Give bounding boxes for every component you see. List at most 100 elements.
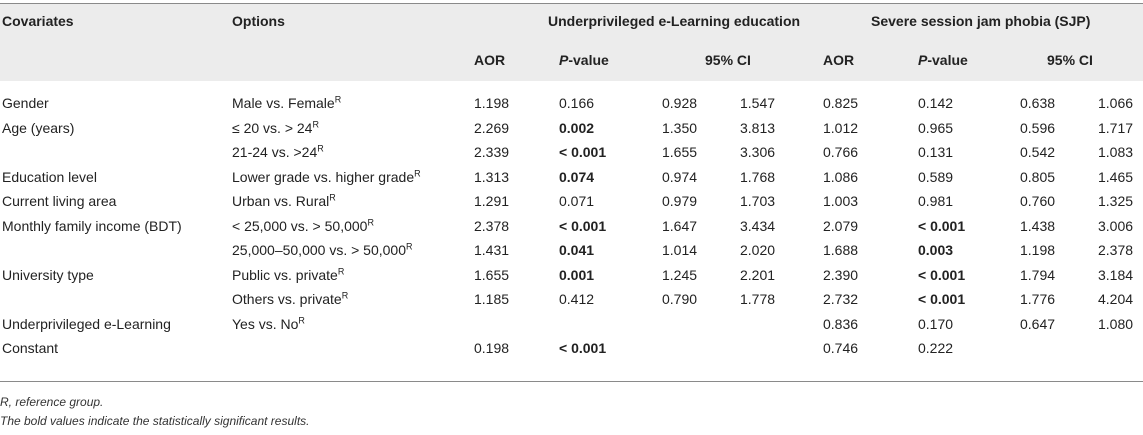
cell-covariate: University type [2, 266, 94, 283]
cell-g1-ci-lower: 1.014 [662, 242, 698, 258]
table-row: Monthly family income (BDT) < 25,000 vs. … [0, 214, 1143, 238]
cell-g2-ci-upper: 2.378 [1098, 242, 1134, 258]
cell-option: < 25,000 vs. > 50,000R [232, 216, 374, 234]
header-group-sjp: Severe session jam phobia (SJP) [871, 13, 1091, 29]
subheader-aor-2: AOR [823, 52, 855, 68]
subheader-pvalue-2: P-value [918, 52, 968, 68]
cell-g1-ci-upper: 1.703 [740, 193, 776, 209]
cell-g2-ci-lower: 0.760 [1020, 193, 1056, 209]
reference-marker: R [317, 143, 324, 154]
cell-g2-aor: 1.003 [823, 193, 859, 209]
cell-g1-aor: 2.269 [474, 119, 510, 136]
cell-g1-aor: 1.431 [474, 242, 510, 258]
cell-option: Male vs. FemaleR [232, 94, 342, 111]
table-bottom-rule [0, 381, 1143, 382]
cell-g1-pvalue: 0.001 [559, 266, 595, 283]
cell-g1-ci-lower: 0.928 [662, 95, 698, 111]
cell-g1-ci-lower: 1.647 [662, 217, 698, 234]
table-row: Current living area Urban vs. RuralR 1.291… [0, 189, 1143, 213]
cell-g2-ci-upper: 1.717 [1098, 119, 1134, 136]
reference-marker: R [334, 94, 342, 105]
cell-g2-pvalue: < 0.001 [918, 266, 966, 283]
table-row: Age (years) ≤ 20 vs. > 24R 2.269 0.002 1.350… [0, 116, 1143, 140]
cell-covariate: Current living area [2, 193, 117, 209]
cell-g2-ci-lower: 0.805 [1020, 168, 1056, 185]
cell-g2-ci-upper: 4.204 [1098, 291, 1134, 307]
cell-g2-pvalue: 0.222 [918, 340, 954, 356]
subheader-aor-1: AOR [474, 52, 506, 68]
cell-g2-ci-lower: 1.438 [1020, 217, 1056, 234]
cell-g1-aor: 1.291 [474, 193, 510, 209]
cell-g1-pvalue: 0.074 [559, 168, 595, 185]
cell-g1-ci-lower: 0.979 [662, 193, 698, 209]
header-group-underprivileged: Underprivileged e-Learning education [548, 13, 801, 29]
cell-g1-pvalue: 0.071 [559, 193, 595, 209]
cell-g2-ci-lower: 1.776 [1020, 291, 1056, 307]
reference-marker: R [329, 192, 336, 203]
cell-g2-aor: 1.688 [823, 242, 859, 258]
table-header-row: Covariates Options Underprivileged e-Lea… [0, 3, 1143, 40]
subheader-pvalue-1: P-value [559, 52, 609, 68]
cell-g1-ci-lower: 1.655 [662, 144, 698, 160]
cell-g2-pvalue: 0.965 [918, 119, 954, 136]
cell-g1-pvalue: 0.002 [559, 119, 595, 136]
cell-g2-ci-lower: 1.198 [1020, 242, 1056, 258]
cell-g1-ci-upper: 1.547 [740, 95, 776, 111]
cell-g2-pvalue: 0.142 [918, 95, 954, 111]
cell-g1-ci-upper: 3.813 [740, 119, 776, 136]
cell-option: 25,000–50,000 vs. > 50,000R [232, 241, 413, 258]
cell-g2-pvalue: 0.131 [918, 144, 954, 160]
cell-g1-ci-lower: 1.350 [662, 119, 698, 136]
table-row: Education level Lower grade vs. higher gr… [0, 165, 1143, 189]
cell-g1-ci-upper: 1.768 [740, 168, 776, 185]
cell-option: Public vs. privateR [232, 265, 345, 283]
cell-g1-ci-lower: 1.245 [662, 266, 698, 283]
cell-g1-aor: 1.655 [474, 266, 510, 283]
cell-g2-ci-upper: 3.006 [1098, 217, 1134, 234]
subheader-ci-1: 95% CI [705, 52, 751, 68]
cell-g1-aor: 0.198 [474, 340, 510, 356]
cell-g2-aor: 2.390 [823, 266, 859, 283]
cell-g1-aor: 2.378 [474, 217, 510, 234]
cell-g2-ci-lower: 1.794 [1020, 266, 1056, 283]
cell-g1-pvalue: < 0.001 [559, 217, 607, 234]
cell-g1-aor: 1.198 [474, 95, 510, 111]
reference-marker: R [341, 290, 349, 301]
cell-option: Urban vs. RuralR [232, 192, 336, 209]
cell-g1-ci-upper: 2.201 [740, 266, 776, 283]
cell-g2-ci-lower: 0.542 [1020, 144, 1056, 160]
table-row: Underprivileged e-Learning Yes vs. NoR 0.8… [0, 312, 1143, 336]
cell-g2-aor: 1.012 [823, 119, 859, 136]
cell-g1-pvalue: 0.412 [559, 291, 595, 307]
cell-g2-ci-upper: 1.066 [1098, 95, 1134, 111]
reference-marker: R [367, 216, 374, 227]
cell-g2-ci-upper: 3.184 [1098, 266, 1134, 283]
table-top-rule [0, 3, 1143, 4]
cell-g2-ci-lower: 0.647 [1020, 315, 1056, 332]
cell-g2-pvalue: 0.981 [918, 193, 954, 209]
cell-g1-pvalue: < 0.001 [559, 340, 607, 356]
cell-covariate: Age (years) [2, 119, 75, 136]
cell-g2-aor: 0.836 [823, 315, 859, 332]
cell-g2-aor: 0.825 [823, 95, 859, 111]
header-covariates: Covariates [2, 13, 74, 29]
cell-g2-ci-upper: 1.083 [1098, 144, 1134, 160]
cell-option: Others vs. privateR [232, 290, 349, 307]
cell-g1-ci-upper: 3.306 [740, 144, 776, 160]
cell-option: Lower grade vs. higher gradeR [232, 167, 421, 185]
cell-g2-pvalue: 0.589 [918, 168, 954, 185]
cell-g2-ci-upper: 1.080 [1098, 315, 1134, 332]
cell-g1-aor: 2.339 [474, 144, 510, 160]
cell-g2-pvalue: < 0.001 [918, 217, 966, 234]
subheader-ci-2: 95% CI [1047, 52, 1093, 68]
footnote-reference: R, reference group. [0, 395, 104, 409]
reference-marker: R [414, 167, 421, 178]
cell-g1-ci-lower: 0.790 [662, 291, 698, 307]
cell-option: Yes vs. NoR [232, 314, 305, 332]
cell-g2-pvalue: 0.003 [918, 242, 954, 258]
cell-g1-pvalue: < 0.001 [559, 144, 607, 160]
cell-covariate: Underprivileged e-Learning [2, 315, 171, 332]
reference-marker: R [405, 241, 413, 252]
cell-g2-aor: 2.079 [823, 217, 859, 234]
